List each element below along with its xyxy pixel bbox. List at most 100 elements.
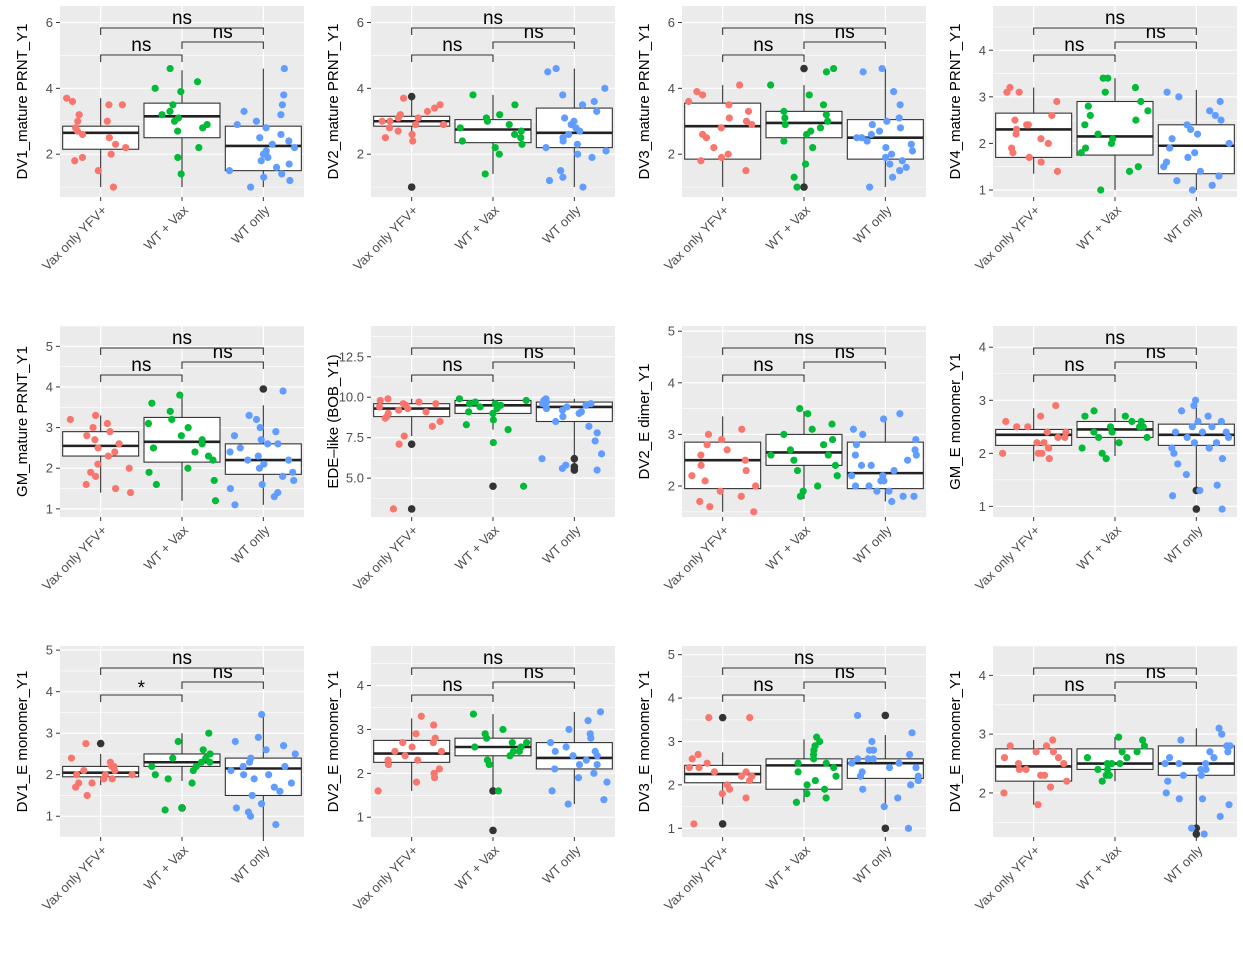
data-point	[803, 781, 811, 789]
data-point	[199, 124, 207, 132]
x-tick-label: WT only	[1161, 202, 1206, 247]
data-point	[1224, 748, 1232, 756]
data-point	[118, 101, 126, 109]
data-point	[742, 466, 750, 475]
data-point	[71, 157, 79, 165]
data-point	[999, 449, 1007, 457]
boxplot-2	[224, 385, 302, 505]
boxplot-0	[373, 92, 451, 191]
data-point	[808, 425, 816, 433]
data-point	[430, 104, 439, 112]
data-point	[1023, 121, 1031, 129]
data-point	[593, 466, 601, 474]
data-point	[517, 134, 525, 142]
data-point	[177, 432, 185, 440]
data-point	[384, 756, 392, 764]
data-point	[1217, 417, 1225, 426]
data-point	[1049, 748, 1058, 756]
outlier-point	[407, 505, 416, 513]
data-point	[710, 768, 718, 776]
data-point	[287, 779, 296, 787]
data-point	[240, 771, 248, 779]
data-point	[412, 778, 421, 786]
y-tick-label: 4	[668, 375, 675, 390]
data-point	[1143, 433, 1151, 442]
y-tick-label: 4	[979, 668, 986, 683]
outlier-point	[570, 454, 579, 463]
data-point	[561, 114, 569, 122]
data-point	[1078, 444, 1086, 452]
significance-label: *	[138, 678, 146, 699]
comparison-bracket	[100, 374, 183, 382]
data-point	[414, 114, 422, 122]
data-point	[272, 428, 280, 436]
comparison-bracket	[100, 347, 264, 355]
data-point	[912, 763, 920, 772]
data-point	[476, 403, 484, 411]
data-point	[890, 466, 898, 475]
data-point	[1206, 748, 1214, 756]
data-point	[822, 759, 830, 767]
data-point	[804, 410, 812, 418]
data-point	[868, 737, 876, 746]
data-point	[125, 464, 133, 472]
data-point	[385, 124, 394, 132]
data-point	[1115, 439, 1123, 447]
outlier-point	[881, 711, 890, 720]
data-point	[735, 81, 744, 89]
x-tick-label: WT only	[1161, 522, 1206, 567]
data-point	[400, 432, 408, 440]
y-tick-label: 5	[46, 339, 53, 354]
y-axis-title: DV2_E dimer_Y1	[636, 364, 653, 480]
data-point	[704, 430, 713, 439]
x-tick-label: WT + Vax	[1074, 202, 1125, 253]
data-point	[166, 407, 174, 415]
data-point	[376, 396, 384, 405]
data-point	[881, 153, 890, 162]
comparison-bracket	[181, 681, 264, 689]
data-point	[767, 451, 775, 459]
y-axis-title: DV1_mature PRNT_Y1	[14, 24, 31, 180]
data-point	[111, 484, 120, 493]
comparison-bracket	[722, 374, 805, 382]
data-point	[522, 396, 530, 405]
comparison-bracket	[1114, 361, 1197, 369]
data-point	[198, 436, 206, 444]
data-point	[279, 472, 287, 480]
data-point	[859, 785, 867, 793]
data-point	[384, 395, 392, 403]
y-axis-title: DV1_E monomer_Y1	[14, 671, 31, 813]
chart-panel-7: 2 3 4 5 Vax only YFV+ WT + Vax WT only DV2_E di…	[622, 320, 933, 640]
data-point	[1197, 765, 1205, 774]
data-point	[290, 476, 298, 485]
data-point	[1215, 172, 1223, 180]
data-point	[94, 460, 102, 468]
y-axis-title: DV3_E monomer_Y1	[636, 671, 653, 813]
data-point	[914, 772, 922, 780]
y-axis-title: DV2_mature PRNT_Y1	[325, 24, 342, 180]
data-point	[285, 160, 293, 168]
data-point	[1204, 412, 1212, 420]
data-point	[158, 111, 166, 119]
data-point	[412, 730, 420, 738]
x-tick-label: WT + Vax	[1074, 522, 1125, 573]
data-point	[256, 423, 264, 432]
x-tick-label: WT + Vax	[763, 842, 814, 893]
x-tick-label: Vax only YFV+	[661, 523, 732, 594]
data-point	[189, 766, 197, 775]
data-point	[697, 461, 705, 469]
data-point	[72, 124, 80, 132]
chart-panel-2: 2 4 6 Vax only YFV+ WT + Vax WT only DV2_matur…	[311, 0, 622, 320]
data-point	[781, 114, 789, 122]
data-point	[786, 446, 795, 454]
data-point	[809, 144, 817, 152]
data-point	[255, 464, 264, 472]
data-point	[814, 482, 822, 490]
comparison-bracket	[803, 361, 886, 369]
data-point	[499, 725, 507, 734]
comparison-bracket	[1033, 27, 1197, 35]
data-point	[471, 743, 479, 751]
significance-label: ns	[1146, 342, 1166, 363]
data-point	[523, 738, 531, 747]
data-point	[820, 441, 828, 449]
